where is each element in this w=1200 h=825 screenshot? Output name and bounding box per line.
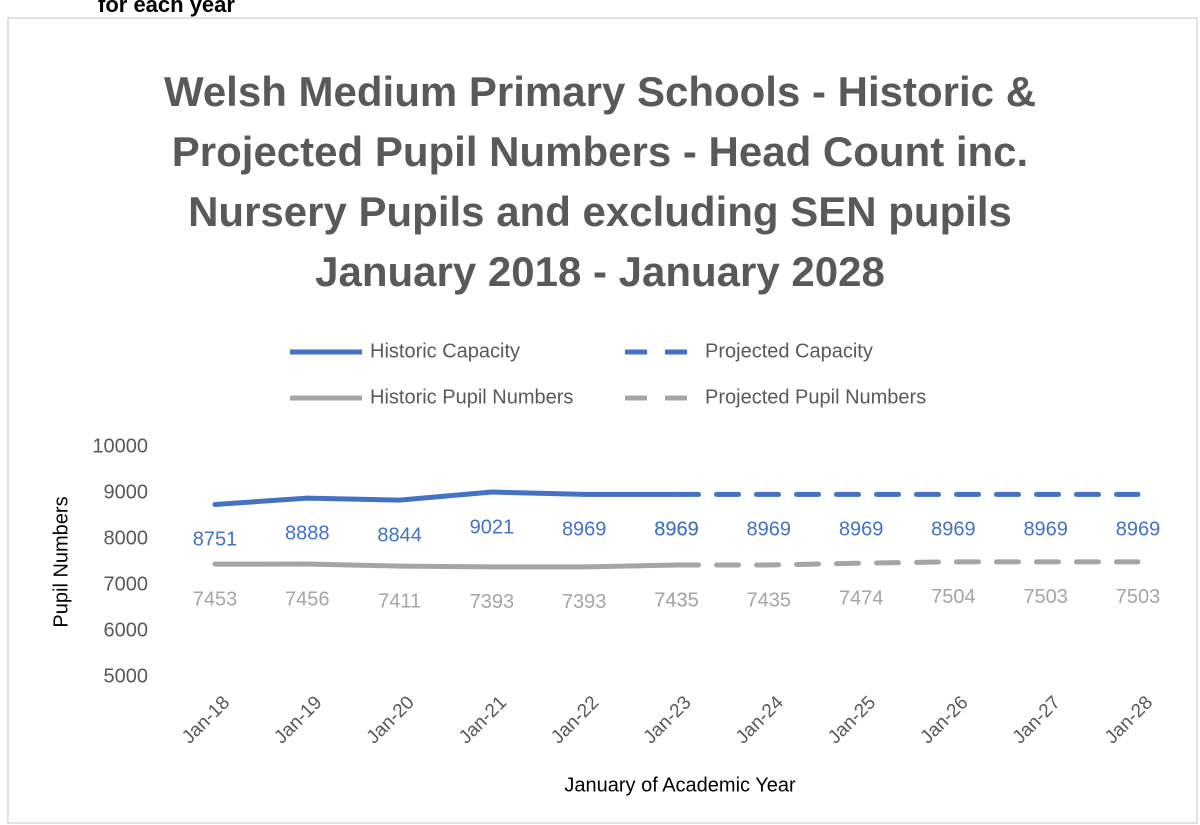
data-label: 7453 [193,588,238,610]
data-label: 9021 [470,516,515,538]
data-label: 7504 [931,586,976,608]
y-tick-label: 8000 [104,527,149,549]
data-label: 7503 [1023,586,1068,608]
y-tick-label: 7000 [104,573,149,595]
series-line [212,489,679,507]
legend-label: Projected Pupil Numbers [705,386,926,408]
chart-title: Projected Pupil Numbers - Head Count inc… [172,128,1028,175]
data-label: 7456 [285,588,330,610]
legend-label: Historic Pupil Numbers [370,386,573,408]
data-label: 7435 [654,589,699,611]
data-label: 8969 [839,519,884,541]
data-label: 8969 [931,519,976,541]
chart-border [7,17,1198,824]
data-label: 8888 [285,522,330,544]
x-axis-title: January of Academic Year [564,774,796,796]
data-label: 8969 [1023,519,1068,541]
data-label: 8969 [654,519,699,541]
y-tick-label: 10000 [92,435,148,457]
data-label: 7435 [654,589,699,611]
data-label: 7435 [747,589,792,611]
data-label: 7474 [839,587,884,609]
y-tick-label: 9000 [104,481,149,503]
legend-label: Historic Capacity [370,340,520,362]
data-label: 8969 [654,519,699,541]
heading-fragment: for each year [98,0,235,17]
chart-title: January 2018 - January 2028 [315,248,885,295]
data-label: 8844 [377,524,422,546]
data-label: 8751 [193,529,238,551]
legend-label: Projected Capacity [705,340,873,362]
data-label: 7393 [562,591,607,613]
data-label: 8969 [562,519,607,541]
y-axis-title: Pupil Numbers [50,496,72,627]
chart-title: Welsh Medium Primary Schools - Historic … [164,68,1036,115]
chart-title: Nursery Pupils and excluding SEN pupils [188,188,1012,235]
y-tick-label: 6000 [104,619,149,641]
data-label: 7411 [378,590,421,612]
series-line [212,561,679,570]
data-label: 7393 [470,591,515,613]
data-label: 7503 [1116,586,1161,608]
data-label: 8969 [1116,519,1161,541]
y-tick-label: 5000 [104,665,149,687]
data-label: 8969 [747,519,792,541]
